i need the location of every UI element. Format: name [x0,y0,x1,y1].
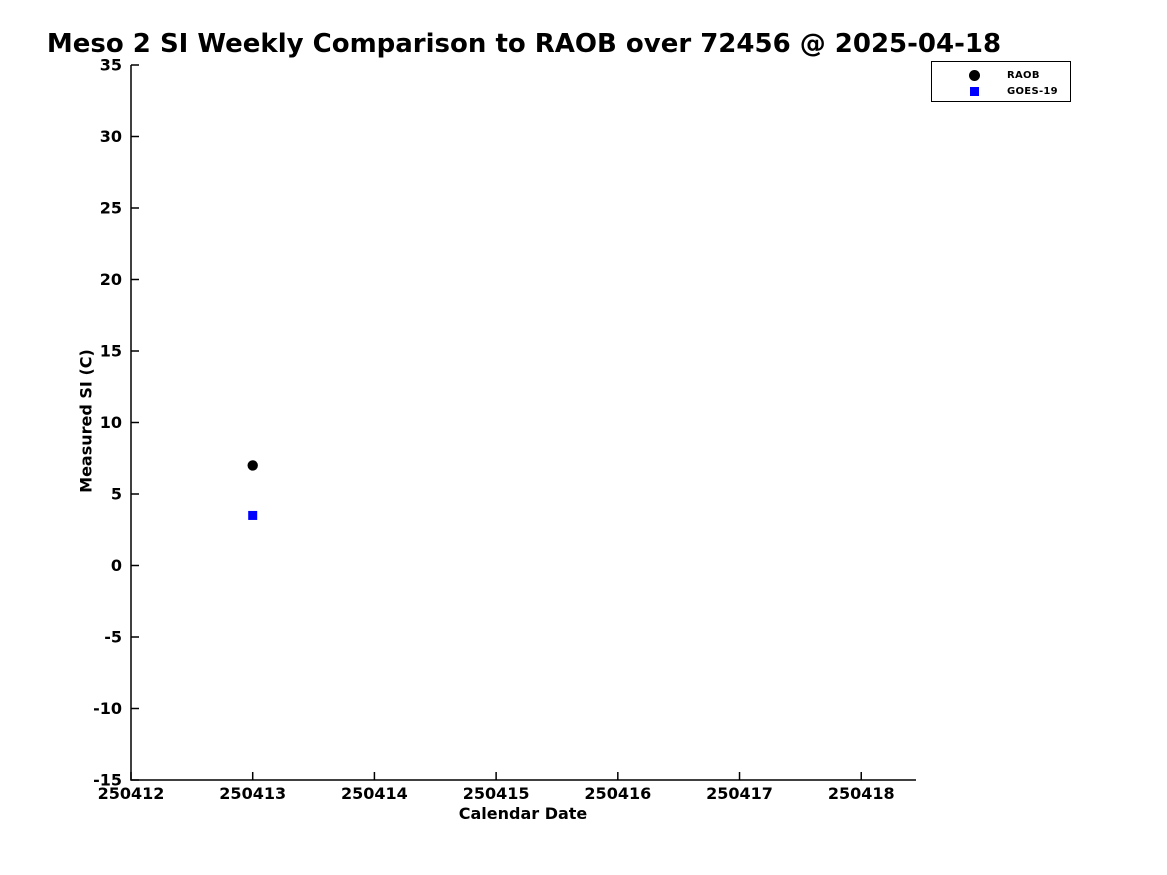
legend-marker-cell [968,70,980,81]
legend: RAOB GOES-19 [931,61,1071,102]
x-tick-label: 250415 [463,784,530,803]
data-point-goes-19 [248,510,258,520]
x-tick-label: 250413 [219,784,286,803]
legend-label-goes19: GOES-19 [1007,86,1058,97]
x-tick-label: 250417 [706,784,773,803]
y-tick-label: 0 [111,556,122,575]
y-tick-label: 35 [100,56,122,75]
raob-circle-marker-icon [968,70,980,81]
x-tick-label: 250418 [828,784,895,803]
y-tick-label: 10 [100,413,122,432]
legend-item-raob: RAOB [932,68,1070,83]
y-tick-label: -15 [93,771,122,790]
legend-label-raob: RAOB [1007,70,1040,81]
y-tick-label: 25 [100,199,122,218]
y-axis-label: Measured SI (C) [76,349,96,493]
y-tick-label: 30 [100,127,122,146]
y-tick-label: 20 [100,270,122,289]
y-tick-label: 5 [111,485,122,504]
y-tick-label: 15 [100,342,122,361]
chart-title: Meso 2 SI Weekly Comparison to RAOB over… [46,29,1002,59]
goes19-square-marker-icon [969,87,979,96]
legend-marker-cell [968,87,980,96]
data-point-raob [247,460,258,471]
x-axis-label: Calendar Date [458,804,588,823]
y-tick-label: -5 [104,628,122,647]
axis-spines [130,65,916,781]
x-tick-label: 250412 [98,784,165,803]
y-tick-label: -10 [93,699,122,718]
x-tick-label: 250416 [584,784,651,803]
x-tick-label: 250414 [341,784,408,803]
legend-item-goes19: GOES-19 [932,84,1070,99]
